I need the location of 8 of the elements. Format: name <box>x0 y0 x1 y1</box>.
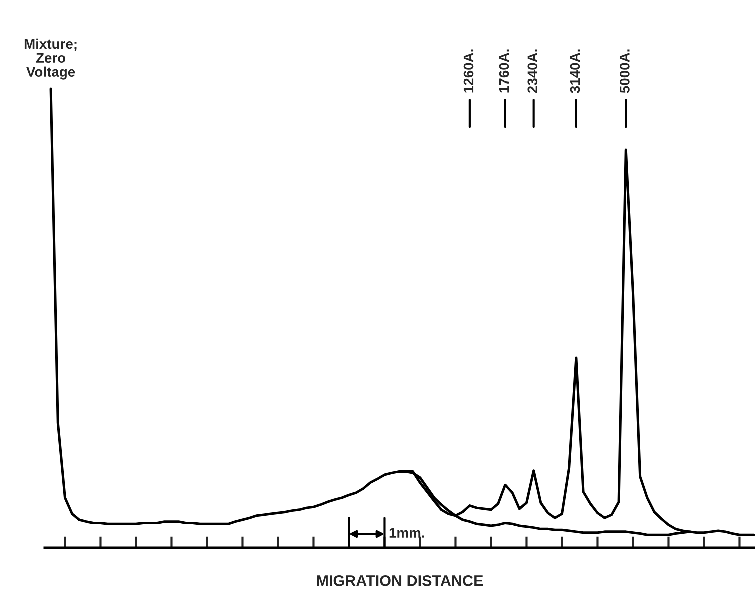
x-axis-title: MIGRATION DISTANCE <box>317 575 484 586</box>
text: Mixture; Zero Voltage <box>24 38 77 80</box>
annotation: 2340A. <box>528 50 538 94</box>
annotation: 1760A. <box>499 50 510 93</box>
annotation: 3140A. <box>570 50 580 94</box>
annotation: 5000A. <box>620 50 630 94</box>
annotation: 1260A. <box>464 50 474 93</box>
annotation: 1mm. <box>390 528 424 538</box>
